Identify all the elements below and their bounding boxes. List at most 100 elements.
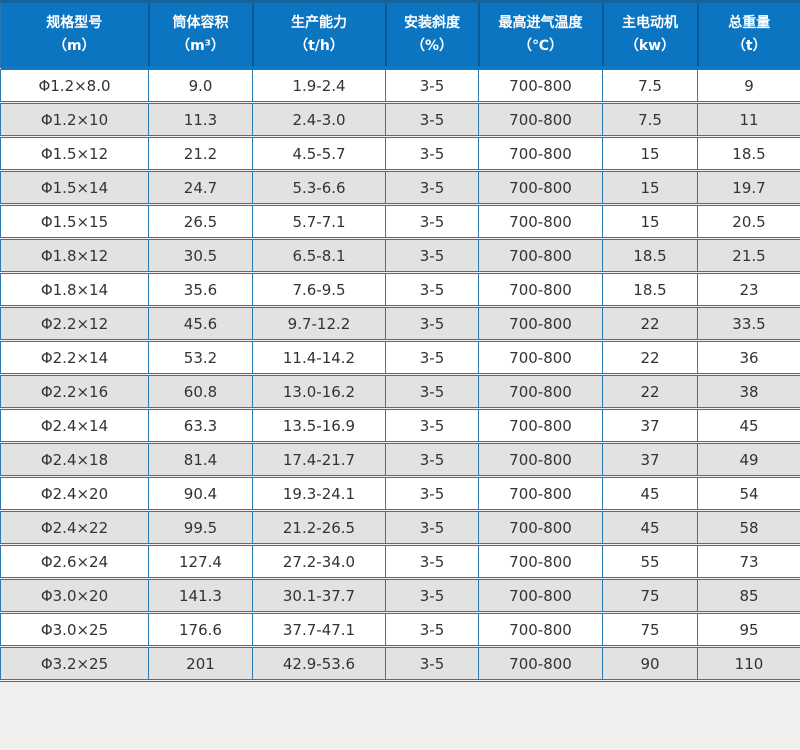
table-cell: 42.9-53.6 <box>252 646 386 681</box>
table-cell: 95 <box>697 612 800 647</box>
table-cell: 11.4-14.2 <box>252 340 386 375</box>
column-header-label: 生产能力 <box>291 14 347 31</box>
table-cell: 3-5 <box>385 612 479 647</box>
spec-table-header: 规格型号 （m） 筒体容积 （m³） 生产能力 （t/h） 安装斜度 （%） 最高进气温度 （℃）… <box>0 1 800 70</box>
table-cell: 700-800 <box>478 544 603 579</box>
table-cell: 58 <box>697 510 800 545</box>
table-row: Φ3.0×20 141.3 30.1-37.7 3-5 700-800 75 85 <box>0 578 800 613</box>
table-cell: 9.0 <box>148 68 253 103</box>
table-cell: 127.4 <box>148 544 253 579</box>
spec-table-body: Φ1.2×8.0 9.0 1.9-2.4 3-5 700-800 7.5 9 Φ1.2×10 1… <box>0 68 800 681</box>
table-cell: 90.4 <box>148 476 253 511</box>
table-cell: 3-5 <box>385 136 479 171</box>
table-cell: 700-800 <box>478 204 603 239</box>
table-cell: 141.3 <box>148 578 253 613</box>
table-row: Φ1.2×8.0 9.0 1.9-2.4 3-5 700-800 7.5 9 <box>0 68 800 103</box>
table-cell: 30.5 <box>148 238 253 273</box>
table-cell: 700-800 <box>478 136 603 171</box>
table-cell: 15 <box>602 204 698 239</box>
table-row: Φ1.5×15 26.5 5.7-7.1 3-5 700-800 15 20.5 <box>0 204 800 239</box>
column-header-unit: （t/h） <box>294 38 344 54</box>
column-header-unit: （%） <box>410 38 454 54</box>
column-header-unit: （m） <box>52 38 96 54</box>
table-cell: 21.5 <box>697 238 800 273</box>
table-cell: 4.5-5.7 <box>252 136 386 171</box>
table-row: Φ2.2×12 45.6 9.7-12.2 3-5 700-800 22 33.5 <box>0 306 800 341</box>
table-cell: 5.3-6.6 <box>252 170 386 205</box>
table-cell: Φ3.0×20 <box>0 578 149 613</box>
table-cell: Φ1.2×8.0 <box>0 68 149 103</box>
table-cell: 5.7-7.1 <box>252 204 386 239</box>
table-cell: 7.6-9.5 <box>252 272 386 307</box>
table-cell: 3-5 <box>385 646 479 681</box>
table-cell: 3-5 <box>385 306 479 341</box>
table-cell: Φ2.4×20 <box>0 476 149 511</box>
table-row: Φ2.2×16 60.8 13.0-16.2 3-5 700-800 22 38 <box>0 374 800 409</box>
table-cell: 110 <box>697 646 800 681</box>
table-cell: 3-5 <box>385 340 479 375</box>
table-cell: Φ2.2×16 <box>0 374 149 409</box>
table-cell: 1.9-2.4 <box>252 68 386 103</box>
table-cell: 6.5-8.1 <box>252 238 386 273</box>
table-cell: Φ3.2×25 <box>0 646 149 681</box>
column-header-unit: （℃） <box>518 38 563 54</box>
table-cell: Φ1.5×12 <box>0 136 149 171</box>
table-cell: 3-5 <box>385 442 479 477</box>
table-cell: 23 <box>697 272 800 307</box>
table-cell: Φ2.4×22 <box>0 510 149 545</box>
table-cell: 3-5 <box>385 408 479 443</box>
table-cell: Φ2.2×12 <box>0 306 149 341</box>
table-cell: 700-800 <box>478 408 603 443</box>
table-row: Φ2.4×14 63.3 13.5-16.9 3-5 700-800 37 45 <box>0 408 800 443</box>
table-cell: Φ2.4×18 <box>0 442 149 477</box>
table-cell: Φ2.2×14 <box>0 340 149 375</box>
table-cell: Φ3.0×25 <box>0 612 149 647</box>
table-cell: 7.5 <box>602 102 698 137</box>
table-cell: 18.5 <box>602 238 698 273</box>
table-cell: 63.3 <box>148 408 253 443</box>
table-cell: 3-5 <box>385 238 479 273</box>
table-cell: 33.5 <box>697 306 800 341</box>
table-cell: 45 <box>602 510 698 545</box>
table-cell: 700-800 <box>478 476 603 511</box>
column-header-label: 最高进气温度 <box>498 14 583 31</box>
table-cell: 3-5 <box>385 68 479 103</box>
table-cell: 36 <box>697 340 800 375</box>
table-cell: 700-800 <box>478 510 603 545</box>
table-cell: 700-800 <box>478 272 603 307</box>
column-header-label: 总重量 <box>728 14 771 31</box>
table-cell: 176.6 <box>148 612 253 647</box>
table-cell: 700-800 <box>478 374 603 409</box>
table-cell: 3-5 <box>385 476 479 511</box>
table-cell: 38 <box>697 374 800 409</box>
table-cell: 18.5 <box>602 272 698 307</box>
table-cell: 700-800 <box>478 306 603 341</box>
table-cell: 3-5 <box>385 544 479 579</box>
table-cell: Φ1.5×15 <box>0 204 149 239</box>
table-cell: 11 <box>697 102 800 137</box>
table-cell: 22 <box>602 306 698 341</box>
table-cell: 19.7 <box>697 170 800 205</box>
table-cell: Φ1.8×14 <box>0 272 149 307</box>
table-cell: 3-5 <box>385 510 479 545</box>
table-cell: 90 <box>602 646 698 681</box>
table-cell: 35.6 <box>148 272 253 307</box>
table-cell: 18.5 <box>697 136 800 171</box>
table-cell: 700-800 <box>478 102 603 137</box>
column-header-unit: （m³） <box>176 38 225 54</box>
column-header-unit: （kw） <box>624 38 676 54</box>
column-header: 主电动机 （kw） <box>601 1 698 70</box>
table-cell: 30.1-37.7 <box>252 578 386 613</box>
table-row: Φ2.4×20 90.4 19.3-24.1 3-5 700-800 45 54 <box>0 476 800 511</box>
table-row: Φ1.2×10 11.3 2.4-3.0 3-5 700-800 7.5 11 <box>0 102 800 137</box>
table-cell: 3-5 <box>385 374 479 409</box>
table-cell: 3-5 <box>385 204 479 239</box>
column-header: 最高进气温度 （℃） <box>477 1 603 70</box>
table-cell: 700-800 <box>478 646 603 681</box>
table-cell: Φ1.8×12 <box>0 238 149 273</box>
table-cell: 85 <box>697 578 800 613</box>
table-cell: 37.7-47.1 <box>252 612 386 647</box>
table-cell: 700-800 <box>478 238 603 273</box>
table-cell: 3-5 <box>385 578 479 613</box>
